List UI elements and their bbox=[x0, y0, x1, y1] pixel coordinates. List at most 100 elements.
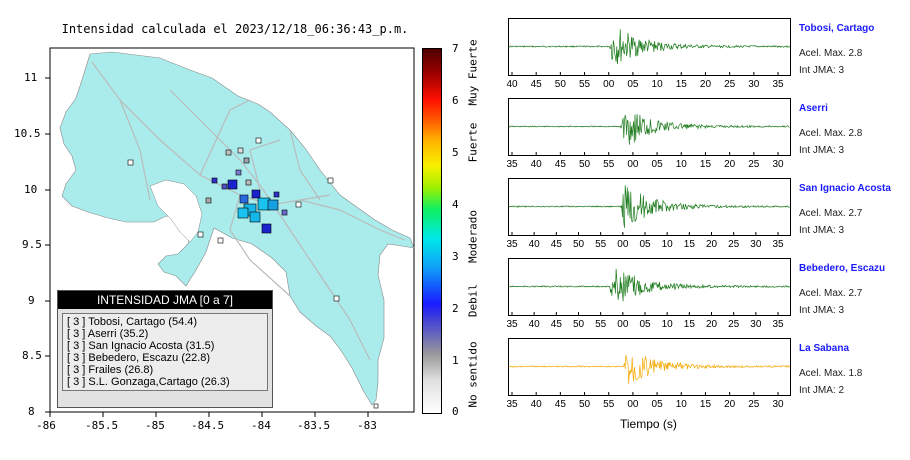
station-accel: Acel. Max. 1.8 bbox=[799, 368, 863, 379]
colorbar-tick: 2 bbox=[452, 302, 459, 315]
time-tick-label: 50 bbox=[554, 79, 566, 90]
time-tick-label: 00 bbox=[627, 159, 639, 170]
waveform-trace bbox=[508, 98, 791, 156]
y-tick-label: 8.5 bbox=[22, 349, 42, 362]
time-tick-label: 30 bbox=[750, 319, 762, 330]
intensity-legend: INTENSIDAD JMA [0 a 7] [ 3 ] Tobosi, Car… bbox=[57, 290, 273, 408]
y-tick-label: 8 bbox=[28, 405, 35, 418]
station-intensity: Int JMA: 3 bbox=[799, 145, 845, 156]
waveform-trace bbox=[508, 258, 791, 316]
station-accel: Acel. Max. 2.8 bbox=[799, 48, 863, 59]
colorbar-tick: 3 bbox=[452, 250, 459, 263]
time-tick-label: 30 bbox=[772, 159, 784, 170]
time-tick-label: 25 bbox=[748, 159, 760, 170]
time-tick-label: 20 bbox=[724, 399, 736, 410]
colorbar-tick: 6 bbox=[452, 94, 459, 107]
y-tick-label: 10 bbox=[24, 183, 38, 196]
time-tick-label: 25 bbox=[728, 319, 740, 330]
time-tick-label: 45 bbox=[550, 239, 562, 250]
time-tick-label: 35 bbox=[772, 319, 784, 330]
map-axis-ticks bbox=[45, 77, 369, 417]
time-tick-label: 40 bbox=[528, 239, 540, 250]
time-tick-label: 30 bbox=[750, 239, 762, 250]
time-tick-label: 10 bbox=[651, 79, 663, 90]
time-tick-label: 55 bbox=[595, 239, 607, 250]
station-accel: Acel. Max. 2.7 bbox=[799, 288, 863, 299]
legend-entry: [ 3 ] Aserri (35.2) bbox=[67, 328, 149, 340]
time-tick-label: 50 bbox=[572, 319, 585, 330]
y-tick-label: 11 bbox=[24, 71, 38, 84]
intensity-colorbar bbox=[422, 48, 442, 414]
colorbar-tick: 7 bbox=[452, 42, 459, 55]
station-name: Tobosi, Cartago bbox=[799, 23, 875, 34]
legend-entry: [ 3 ] Bebedero, Escazu (22.8) bbox=[67, 352, 211, 364]
time-tick-label: 25 bbox=[748, 399, 760, 410]
time-tick-label: 55 bbox=[595, 319, 607, 330]
legend-entry: [ 3 ] San Ignacio Acosta (31.5) bbox=[67, 340, 215, 352]
station-intensity: Int JMA: 2 bbox=[799, 385, 845, 396]
time-tick-label: 25 bbox=[724, 79, 736, 90]
time-tick-label: 50 bbox=[578, 159, 591, 170]
road-network bbox=[91, 61, 406, 361]
station-name: Bebedero, Escazu bbox=[799, 263, 886, 274]
x-tick-label: -83 bbox=[357, 419, 377, 432]
time-tick-label: 40 bbox=[530, 399, 542, 410]
time-tick-label: 40 bbox=[506, 79, 518, 90]
time-tick-label: 20 bbox=[724, 159, 736, 170]
colorbar-tick: 5 bbox=[452, 146, 459, 159]
waveform-frame bbox=[508, 258, 791, 316]
y-tick-label: 10.5 bbox=[14, 127, 41, 140]
seismogram-line bbox=[508, 354, 791, 384]
time-tick-label: 05 bbox=[639, 319, 651, 330]
map-title: Intensidad calculada el 2023/12/18_06:36… bbox=[61, 22, 409, 36]
time-tick-label: 45 bbox=[550, 319, 562, 330]
y-tick-label: 9.5 bbox=[22, 238, 42, 251]
x-tick-label: -86 bbox=[36, 419, 56, 432]
seismogram-line bbox=[508, 185, 790, 228]
x-tick-label: -85.5 bbox=[85, 419, 119, 432]
time-tick-label: 45 bbox=[554, 159, 566, 170]
time-tick-label: 05 bbox=[651, 399, 663, 410]
time-tick-label: 50 bbox=[578, 399, 591, 410]
time-tick-label: 15 bbox=[675, 79, 687, 90]
waveform-trace bbox=[508, 338, 791, 396]
time-tick-label: 25 bbox=[728, 239, 740, 250]
time-tick-label: 15 bbox=[699, 159, 712, 170]
time-tick-label: 35 bbox=[772, 79, 784, 90]
time-tick-label: 55 bbox=[578, 79, 591, 90]
time-tick-label: 55 bbox=[603, 399, 615, 410]
time-tick-label: 10 bbox=[675, 399, 687, 410]
time-tick-label: 00 bbox=[617, 319, 629, 330]
legend-entry: [ 3 ] Frailes (26.8) bbox=[67, 364, 154, 376]
seismogram-line bbox=[508, 114, 790, 145]
time-tick-label: 55 bbox=[603, 159, 615, 170]
x-tick-label: -84.5 bbox=[191, 419, 225, 432]
time-tick-label: 00 bbox=[617, 239, 629, 250]
time-tick-label: 35 bbox=[506, 239, 518, 250]
seismogram-line bbox=[508, 29, 790, 65]
time-tick-label: 00 bbox=[603, 79, 615, 90]
colorbar-label: Muy Fuerte bbox=[466, 39, 480, 106]
time-tick-label: 00 bbox=[627, 399, 639, 410]
waveform-trace bbox=[508, 178, 791, 236]
time-tick-label: 10 bbox=[661, 239, 673, 250]
station-name: Aserri bbox=[799, 103, 828, 114]
station-name: San Ignacio Acosta bbox=[799, 183, 891, 194]
legend-entry: [ 3 ] Tobosi, Cartago (54.4) bbox=[67, 316, 198, 328]
station-markers bbox=[127, 137, 379, 409]
legend-entry: [ 3 ] S.L. Gonzaga,Cartago (26.3) bbox=[67, 376, 230, 388]
time-tick-label: 35 bbox=[506, 399, 518, 410]
waveform-trace bbox=[508, 18, 791, 76]
time-tick-label: 35 bbox=[506, 159, 518, 170]
time-tick-label: 50 bbox=[572, 239, 585, 250]
x-tick-label: -85 bbox=[145, 419, 165, 432]
station-intensity: Int JMA: 3 bbox=[799, 225, 845, 236]
time-tick-label: 20 bbox=[705, 319, 718, 330]
time-tick-label: 15 bbox=[683, 239, 695, 250]
time-tick-label: 45 bbox=[554, 399, 566, 410]
seismogram-line bbox=[508, 268, 790, 302]
time-tick-label: 45 bbox=[530, 79, 542, 90]
colorbar-tick: 0 bbox=[452, 405, 459, 418]
time-tick-label: 05 bbox=[639, 239, 651, 250]
station-intensity: Int JMA: 3 bbox=[799, 305, 845, 316]
